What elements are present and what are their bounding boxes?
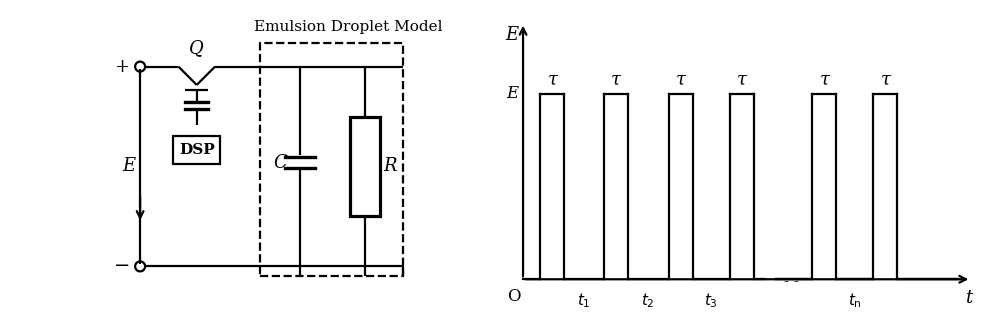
Text: $t_2$: $t_2$ bbox=[641, 291, 655, 310]
Text: E: E bbox=[506, 85, 518, 102]
Text: τ: τ bbox=[737, 71, 747, 89]
Text: +: + bbox=[114, 58, 129, 76]
Text: −: − bbox=[114, 257, 130, 275]
Bar bbox=[260, 43, 403, 276]
Text: E: E bbox=[122, 158, 135, 175]
Text: R: R bbox=[383, 158, 397, 175]
Bar bbox=[350, 117, 380, 216]
Text: Q: Q bbox=[189, 39, 204, 57]
Text: $t_1$: $t_1$ bbox=[577, 291, 591, 310]
Text: $t_\mathrm{n}$: $t_\mathrm{n}$ bbox=[848, 291, 862, 310]
Bar bbox=[173, 136, 220, 164]
Text: DSP: DSP bbox=[179, 143, 215, 157]
Text: τ: τ bbox=[819, 71, 829, 89]
Text: τ: τ bbox=[676, 71, 686, 89]
Text: $t_3$: $t_3$ bbox=[704, 291, 718, 310]
Text: t: t bbox=[965, 289, 973, 307]
Text: Emulsion Droplet Model: Emulsion Droplet Model bbox=[254, 20, 442, 34]
Text: E: E bbox=[506, 26, 519, 44]
Text: τ: τ bbox=[547, 71, 557, 89]
Text: τ: τ bbox=[611, 71, 621, 89]
Text: C: C bbox=[273, 154, 287, 172]
Text: O: O bbox=[508, 288, 521, 305]
Text: - -: - - bbox=[784, 275, 799, 289]
Text: τ: τ bbox=[880, 71, 890, 89]
